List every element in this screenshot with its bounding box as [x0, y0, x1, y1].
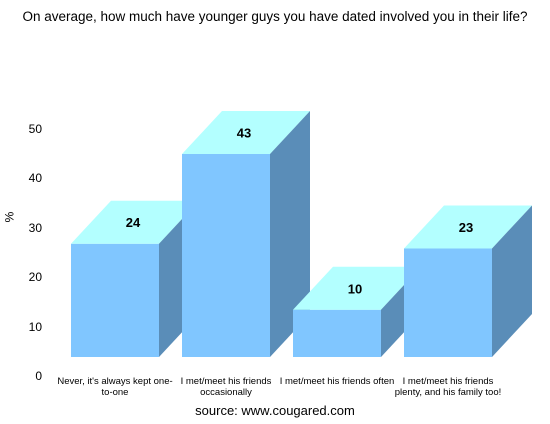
category-label: I met/meet his friends plenty, and his f… — [394, 376, 502, 398]
bar-top — [293, 266, 421, 310]
bar-value-label: 23 — [459, 220, 473, 235]
bar-front — [404, 248, 492, 357]
category-label: I met/meet his friends often — [279, 376, 395, 387]
bar-front — [71, 243, 159, 357]
bar-value-label: 10 — [348, 281, 362, 296]
bar-2: 43 — [182, 111, 310, 357]
y-tick-label: 30 — [28, 220, 42, 235]
bar-4: 23 — [404, 205, 532, 357]
bar-1: 24 — [71, 200, 199, 357]
chart-title: On average, how much have younger guys y… — [22, 9, 528, 24]
y-tick-label: 20 — [28, 270, 42, 284]
category-label: I met/meet his friends occasionally — [180, 376, 272, 398]
bar-3: 10 — [293, 266, 421, 357]
y-tick-label: 50 — [28, 121, 42, 136]
bar-top — [404, 205, 532, 249]
chart-source: source: www.cougared.com — [195, 403, 355, 418]
category-label: Never, it's always kept one-to-one — [57, 376, 173, 398]
bar-top — [71, 200, 199, 244]
y-tick-label: 40 — [28, 171, 42, 185]
y-tick-label: 0 — [35, 369, 42, 383]
bar-front — [293, 309, 381, 357]
bar-top — [182, 111, 310, 155]
bar-side — [492, 205, 532, 357]
bar-value-label: 43 — [237, 126, 251, 141]
y-tick-label: 10 — [28, 319, 42, 334]
bar-value-label: 24 — [126, 215, 141, 230]
bar-side — [270, 111, 310, 357]
bar-front — [182, 154, 270, 357]
